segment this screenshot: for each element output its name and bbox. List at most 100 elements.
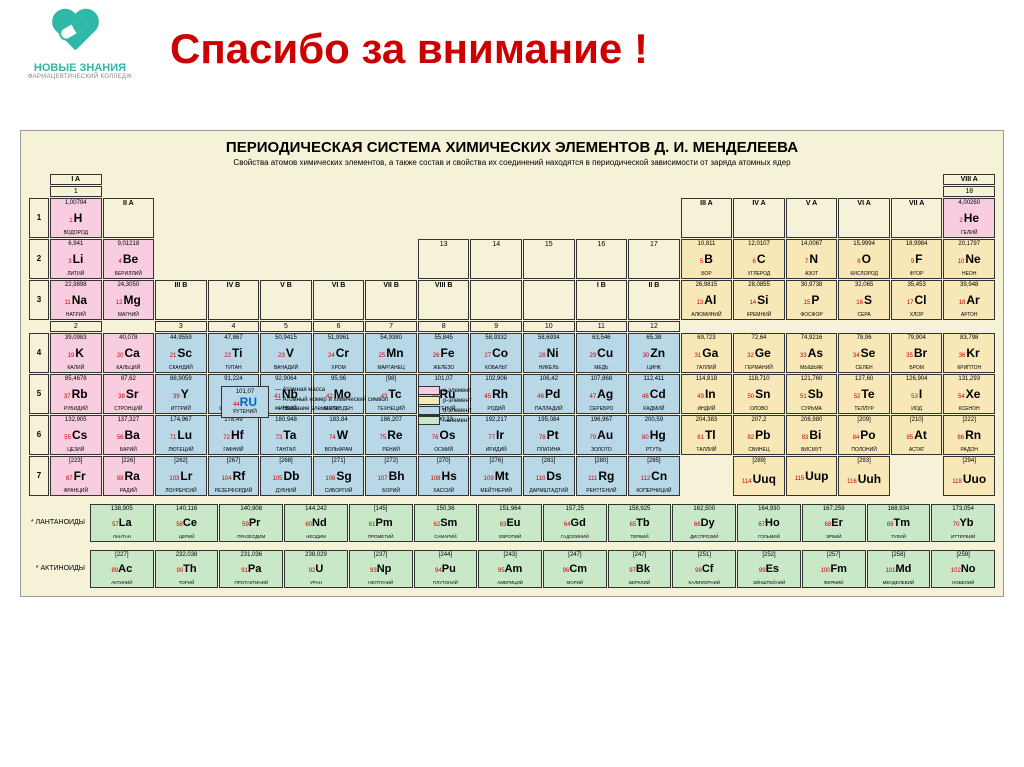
- element-es: [252]99EsЭЙНШТЕЙНИЙ: [737, 550, 801, 588]
- element-rn: [222]86RnРАДОН: [943, 415, 995, 455]
- element-k: 39,098319KКАЛИЙ: [50, 333, 102, 373]
- group-num: 7: [365, 321, 417, 332]
- element-rf: [267]104RfРЕЗЕРФОРДИЙ: [208, 456, 260, 496]
- element-ca: 40,07820CaКАЛЬЦИЙ: [103, 333, 155, 373]
- element-ti: 47,86722TiТИТАН: [208, 333, 260, 373]
- element-cs: 132,90555CsЦЕЗИЙ: [50, 415, 102, 455]
- element-uuh: [293]116Uuh: [838, 456, 890, 496]
- element-db: [268]105DbДУБНИЙ: [260, 456, 312, 496]
- element-bi: 208,98083BiВИСМУТ: [786, 415, 838, 455]
- group-label-b: [470, 280, 522, 320]
- group-label-b: IV B: [208, 280, 260, 320]
- element-zn: 65,3830ZnЦИНК: [628, 333, 680, 373]
- table-subtitle: Свойства атомов химических элементов, а …: [29, 158, 995, 168]
- element-v: 50,941523VВАНАДИЙ: [260, 333, 312, 373]
- element-ne: 20,179710NeНЕОН: [943, 239, 995, 279]
- element-ra: [226]88RaРАДИЙ: [103, 456, 155, 496]
- group-num: 10: [523, 321, 575, 332]
- element-bk: [247]97BkБЕРКЛИЙ: [608, 550, 672, 588]
- element-lr: [262]103LrЛОУРЕНСИЙ: [155, 456, 207, 496]
- period-label: 7: [29, 456, 49, 496]
- element-gd: 157,2564GdГАДОЛИНИЙ: [543, 504, 607, 542]
- group-label: VII A: [891, 198, 943, 238]
- element-np: [237]93NpНЕПТУНИЙ: [349, 550, 413, 588]
- element-dy: 162,50066DyДИСПРОЗИЙ: [672, 504, 736, 542]
- group-num: 1: [50, 186, 102, 197]
- element-b: 10,8115BБОР: [681, 239, 733, 279]
- group-label-b: VII B: [365, 280, 417, 320]
- element-uup: 115Uup: [786, 456, 838, 496]
- element-xe: 131,29354XeКСЕНОН: [943, 374, 995, 414]
- element-y: 88,905939YИТТРИЙ: [155, 374, 207, 414]
- element-co: 58,933227CoКОБАЛЬТ: [470, 333, 522, 373]
- element-cn: [285]112CnКОПЕРНИЦИЙ: [628, 456, 680, 496]
- group-num: 14: [470, 239, 522, 279]
- group-num: 9: [470, 321, 522, 332]
- element-po: [209]84PoПОЛОНИЙ: [838, 415, 890, 455]
- actinoid-row: * АКТИНОИДЫ[227]89AcАКТИНИЙ232,03890ThТО…: [29, 550, 995, 588]
- group-num: 4: [208, 321, 260, 332]
- logo-text: НОВЫЕ ЗНАНИЯ: [34, 62, 126, 74]
- element-te: 127,6052TeТЕЛЛУР: [838, 374, 890, 414]
- element-sr: 87,6238SrСТРОНЦИЙ: [103, 374, 155, 414]
- element-ba: 137,32756BaБАРИЙ: [103, 415, 155, 455]
- series-label: * ЛАНТАНОИДЫ: [29, 504, 89, 542]
- period-label: 1: [29, 198, 49, 238]
- element-pb: 207,282PbСВИНЕЦ: [733, 415, 785, 455]
- series-label: * АКТИНОИДЫ: [29, 550, 89, 588]
- element-al: 26,981513AlАЛЮМИНИЙ: [681, 280, 733, 320]
- group-num: 18: [943, 186, 995, 197]
- periodic-table-grid: I AVIII A11811,007941HВОДОРОДII AIII AIV…: [29, 174, 995, 496]
- group-label-b: VIII B: [418, 280, 470, 320]
- element-at: [210]85AtАСТАТ: [891, 415, 943, 455]
- element-ni: 58,693428NiНИКЕЛЬ: [523, 333, 575, 373]
- element-ce: 140,11658CeЦЕРИЙ: [155, 504, 219, 542]
- element-pm: [145]61PmПРОМЕТИЙ: [349, 504, 413, 542]
- group-num: 8: [418, 321, 470, 332]
- table-title: ПЕРИОДИЧЕСКАЯ СИСТЕМА ХИМИЧЕСКИХ ЭЛЕМЕНТ…: [29, 139, 995, 156]
- header: НОВЫЕ ЗНАНИЯ ФАРМАЦЕВТИЧЕСКИЙ КОЛЛЕДЖ Сп…: [0, 0, 1024, 90]
- element-rg: [280]111RgРЕНТГЕНИЙ: [576, 456, 628, 496]
- element-lu: 174,96771LuЛЮТЕЦИЙ: [155, 415, 207, 455]
- element-la: 138,90557LaЛАНТАН: [90, 504, 154, 542]
- group-label-b: III B: [155, 280, 207, 320]
- period-label: 5: [29, 374, 49, 414]
- group-num: 6: [313, 321, 365, 332]
- element-kr: 83,79836KrКРИПТОН: [943, 333, 995, 373]
- group-label: I A: [50, 174, 102, 185]
- element-rb: 85,467837RbРУБИДИЙ: [50, 374, 102, 414]
- element-p: 30,973815PФОСФОР: [786, 280, 838, 320]
- element-pu: [244]94PuПЛУТОНИЙ: [414, 550, 478, 588]
- group-label-b: [523, 280, 575, 320]
- element-no: [259]102NoНОБЕЛИЙ: [931, 550, 995, 588]
- element-ho: 164,93067HoГОЛЬМИЙ: [737, 504, 801, 542]
- element-ac: [227]89AcАКТИНИЙ: [90, 550, 154, 588]
- period-label: 4: [29, 333, 49, 373]
- element-cf: [251]98CfКАЛИФОРНИЙ: [672, 550, 736, 588]
- element-nd: 144,24260NdНЕОДИМ: [284, 504, 348, 542]
- element-mg: 24,305012MgМАГНИЙ: [103, 280, 155, 320]
- element-pr: 140,90859PrПРАЗЕОДИМ: [219, 504, 283, 542]
- element-ga: 69,72331GaГАЛЛИЙ: [681, 333, 733, 373]
- element-tl: 204,38381TlТАЛЛИЙ: [681, 415, 733, 455]
- group-num: 3: [155, 321, 207, 332]
- element-pa: 231,03691PaПРОТАКТИНИЙ: [219, 550, 283, 588]
- slide-title: Спасибо за внимание !: [170, 25, 648, 73]
- corner: [29, 186, 49, 197]
- logo: НОВЫЕ ЗНАНИЯ ФАРМАЦЕВТИЧЕСКИЙ КОЛЛЕДЖ: [20, 10, 140, 80]
- group-num: 12: [628, 321, 680, 332]
- element-h: 1,007941HВОДОРОД: [50, 198, 102, 238]
- : [29, 321, 49, 332]
- element-sc: 44,955921ScСКАНДИЙ: [155, 333, 207, 373]
- group-num: 15: [523, 239, 575, 279]
- element-cr: 51,996124CrХРОМ: [313, 333, 365, 373]
- period-label: 6: [29, 415, 49, 455]
- element-br: 79,90435BrБРОМ: [891, 333, 943, 373]
- element-uuq: [289]114Uuq: [733, 456, 785, 496]
- element-ds: [281]110DsДАРМШТАДТИЙ: [523, 456, 575, 496]
- group-label-b: VI B: [313, 280, 365, 320]
- element-in: 114,81849InИНДИЙ: [681, 374, 733, 414]
- element-fe: 55,84526FeЖЕЛЕЗО: [418, 333, 470, 373]
- element-tb: 158,92565TbТЕРБИЙ: [608, 504, 672, 542]
- element-yb: 173,05470YbИТТЕРБИЙ: [931, 504, 995, 542]
